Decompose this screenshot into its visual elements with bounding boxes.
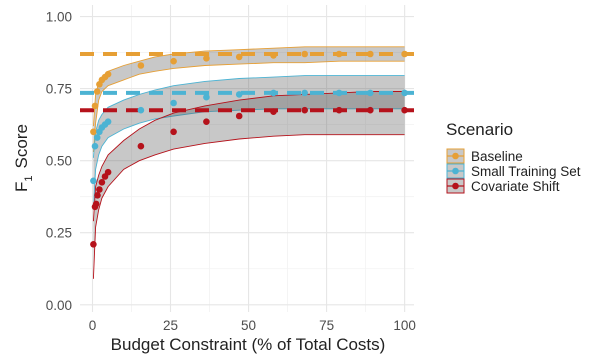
tick-labels: 0 25 50 75 100 0.00 0.25 0.50 0.75 1.00	[46, 10, 416, 333]
y-axis-label-subscript: 1	[23, 175, 35, 181]
legend-key-point	[452, 152, 459, 160]
data-point	[94, 192, 101, 199]
x-tick-label: 100	[393, 318, 416, 333]
data-point	[235, 91, 243, 98]
data-point	[203, 118, 210, 125]
y-tick-label: 0.25	[46, 226, 72, 241]
svg-text:F1Score: F1 Score	[12, 124, 35, 192]
x-tick-label: 25	[163, 318, 178, 333]
data-point	[367, 50, 374, 58]
data-point	[270, 52, 277, 59]
data-point	[91, 142, 99, 150]
y-axis-label: F1 Score	[12, 124, 35, 192]
data-point	[170, 128, 177, 136]
data-point	[301, 50, 309, 58]
confidence-band-lower	[92, 134, 405, 279]
data-points	[90, 50, 408, 248]
data-point	[90, 128, 97, 136]
data-point	[93, 88, 101, 95]
data-point	[301, 89, 309, 97]
data-point	[335, 89, 343, 97]
legend-title: Scenario	[446, 120, 513, 139]
data-point	[335, 50, 343, 58]
legend-key-point	[452, 167, 459, 175]
confidence-band-upper	[92, 75, 405, 158]
confidence-bands	[92, 46, 405, 279]
data-point	[401, 50, 408, 58]
data-point	[203, 55, 210, 62]
x-tick-label: 50	[241, 318, 256, 333]
data-point	[91, 102, 99, 110]
reference-lines	[80, 52, 414, 113]
legend-label: Covariate Shift	[471, 179, 560, 194]
data-point	[367, 89, 374, 97]
confidence-band	[93, 46, 405, 152]
data-point	[96, 186, 103, 193]
data-point	[137, 62, 145, 69]
data-point	[170, 99, 177, 107]
data-point	[170, 57, 177, 65]
y-tick-label: 0.00	[46, 298, 72, 313]
data-point	[270, 89, 277, 97]
data-point	[235, 53, 243, 61]
data-point	[335, 106, 343, 114]
y-axis-label-main: F	[12, 182, 31, 192]
data-point	[104, 70, 112, 78]
data-point	[137, 142, 145, 150]
data-point	[90, 241, 97, 248]
y-axis-label-rest: Score	[12, 124, 31, 168]
data-point	[92, 200, 100, 208]
legend-label: Baseline	[471, 149, 523, 164]
data-point	[104, 168, 112, 176]
data-point	[270, 108, 277, 115]
x-axis-label: Budget Constraint (% of Total Costs)	[111, 335, 386, 354]
data-point	[235, 112, 243, 120]
data-point	[93, 134, 101, 141]
data-point	[203, 93, 210, 101]
confidence-band	[93, 75, 405, 210]
y-tick-label: 0.75	[46, 82, 72, 97]
legend-label: Small Training Set	[471, 164, 581, 179]
confidence-band-lower	[92, 60, 405, 153]
data-point	[301, 106, 309, 114]
data-point	[90, 177, 97, 185]
confidence-band	[93, 91, 405, 279]
x-tick-label: 75	[319, 318, 334, 333]
grid	[80, 5, 414, 312]
data-point	[367, 106, 374, 114]
data-point	[137, 106, 145, 114]
data-point	[104, 118, 112, 125]
y-tick-label: 1.00	[46, 10, 72, 25]
data-point	[98, 179, 106, 186]
data-point	[401, 106, 408, 114]
legend-key-point	[452, 182, 459, 190]
y-tick-label: 0.50	[46, 154, 72, 169]
data-point	[401, 89, 408, 97]
x-tick-label: 0	[89, 318, 97, 333]
